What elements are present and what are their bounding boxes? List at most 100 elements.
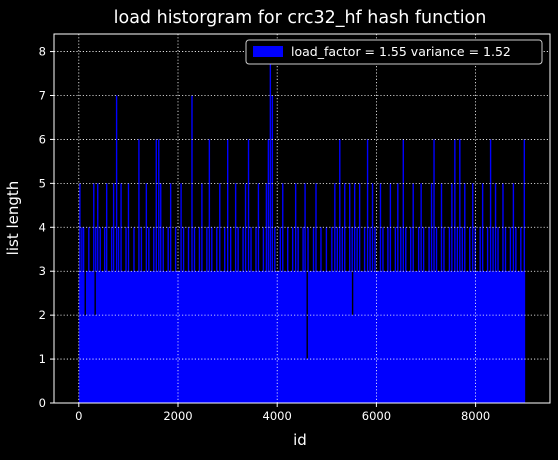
x-tick-label: 8000 [461,409,490,423]
bar [289,271,290,403]
bar [344,183,345,403]
bar [500,271,501,403]
bar [235,183,236,403]
y-tick-label: 0 [39,396,46,410]
bar [385,271,386,403]
bar [91,271,92,403]
bar [433,139,434,403]
bar [295,183,296,403]
bar [113,183,114,403]
y-tick-label: 1 [39,352,46,366]
bar [266,183,267,403]
bar [467,271,468,403]
bar [513,183,514,403]
bar [209,139,210,403]
bar [408,271,409,403]
bar [436,227,437,403]
y-tick-label: 2 [39,308,46,322]
bar [495,183,496,403]
bar [354,183,355,403]
bar [106,183,107,403]
bar [380,183,381,403]
y-axis-label: list length [4,181,22,256]
bar [138,139,139,403]
bar [206,227,207,403]
bar [160,183,161,403]
bar [120,183,121,403]
bar [334,183,335,403]
bar [459,139,460,403]
bar [219,183,220,403]
bar [201,183,202,403]
bar [285,271,286,403]
bar [237,227,238,403]
bar [329,271,330,403]
bar [510,227,511,403]
bar [484,271,485,403]
bar [282,183,283,403]
bar [382,227,383,403]
bar [372,183,373,403]
x-axis-label: id [293,431,307,449]
bar [472,183,473,403]
bar [369,227,370,403]
bar [180,183,181,403]
bar [431,183,432,403]
bar [250,227,251,403]
bar [425,271,426,403]
bar [446,271,447,403]
bar [79,183,80,403]
bar [136,271,137,403]
bar [502,183,503,403]
bar [270,52,271,403]
bar [337,227,338,403]
bar-dip [85,271,86,315]
bar [172,271,173,403]
bar [240,271,241,403]
bar-dip [352,271,353,315]
y-tick-label: 8 [39,45,46,59]
bar [253,271,254,403]
bar [482,183,483,403]
bar [165,271,166,403]
bar [196,271,197,403]
bar [222,271,223,403]
bar [170,183,171,403]
bar [214,271,215,403]
bar [158,139,159,403]
x-tick-label: 6000 [362,409,391,423]
bar [359,183,360,403]
bar [143,271,144,403]
bar [300,271,301,403]
y-tick-label: 7 [39,89,46,103]
bar [245,183,246,403]
bar [128,183,129,403]
bar [81,227,82,403]
bar [395,227,396,403]
bar [131,271,132,403]
bar [146,183,147,403]
bar [413,183,414,403]
bar [151,271,152,403]
bar [507,271,508,403]
bar [438,271,439,403]
bar [204,271,205,403]
x-tick-label: 4000 [263,409,292,423]
bar [331,227,332,403]
chart-title: load historgram for crc32_hf hash functi… [114,8,487,28]
bar [232,271,233,403]
legend-swatch [253,46,283,57]
y-tick-label: 5 [39,176,46,190]
bar [258,183,259,403]
x-tick-label: 2000 [163,409,192,423]
bar [477,271,478,403]
bar [356,227,357,403]
bar [97,183,98,403]
bar [280,227,281,403]
bar [116,96,117,404]
bar [102,271,103,403]
bar [104,227,105,403]
bar [349,183,350,403]
bar [123,271,124,403]
